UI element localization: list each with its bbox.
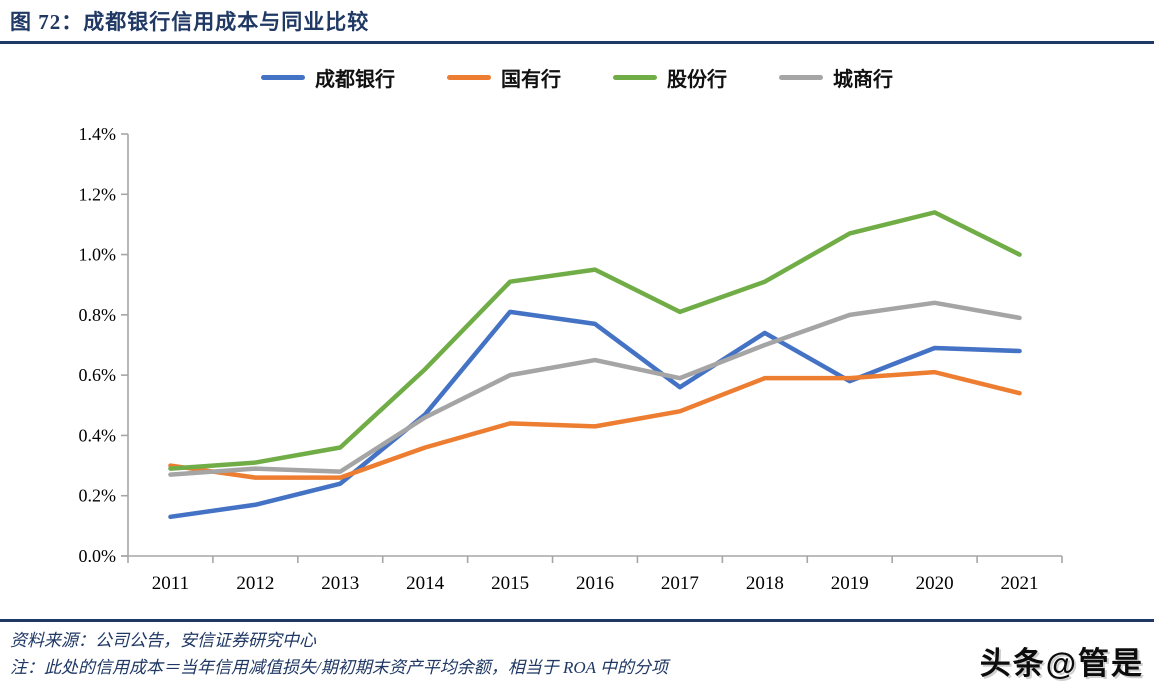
x-tick-label: 2019 [831,573,869,594]
title-divider-line [0,41,1154,44]
x-tick-label: 2014 [406,573,445,594]
chart-legend: 成都银行 国有行 股份行 城商行 [0,62,1154,92]
x-tick-label: 2012 [236,573,274,594]
x-tick-label: 2013 [321,573,359,594]
legend-item-0: 成都银行 [261,63,395,92]
footer-divider-line [0,619,1154,622]
y-tick-label: 1.2% [79,184,117,204]
y-tick-label: 0.2% [79,486,117,506]
footnote: 注：此处的信用成本＝当年信用减值损失/期初期末资产平均余额，相当于 ROA 中的… [10,658,668,677]
x-tick-label: 2018 [746,573,784,594]
legend-line-swatch [447,74,491,80]
x-tick-label: 2017 [661,573,699,594]
legend-line-swatch [613,74,657,80]
source-note: 资料来源：公司公告，安信证券研究中心 [10,631,316,650]
legend-item-2: 股份行 [613,63,727,92]
legend-line-swatch [779,74,823,80]
x-tick-label: 2011 [152,573,189,594]
legend-item-3: 城商行 [779,63,893,92]
legend-item-1: 国有行 [447,63,561,92]
y-tick-label: 0.6% [79,365,117,385]
series-line-1 [168,369,1022,480]
y-tick-label: 0.4% [79,425,117,445]
x-tick-label: 2015 [491,573,529,594]
legend-label: 城商行 [833,68,893,91]
series-line-2 [168,210,1022,471]
legend-label: 国有行 [501,68,561,91]
x-tick-label: 2016 [576,573,614,594]
legend-label: 股份行 [667,68,727,91]
y-tick-label: 0.0% [79,546,117,566]
x-tick-label: 2021 [1001,573,1039,594]
legend-label: 成都银行 [315,68,395,91]
series-line-0 [168,309,1022,520]
y-tick-label: 0.8% [79,305,117,325]
credit-cost-line-chart: 0.0% 0.2% 0.4% 0.6% 0.8% 1.0% 1.2% 1.4% 2011 2012… [79,124,1063,594]
y-tick-label: 1.0% [79,245,117,265]
figure-title: 图 72：成都银行信用成本与同业比较 [10,10,370,34]
watermark: 头条@管是 [979,646,1144,681]
series-line-3 [168,300,1022,477]
y-tick-label: 1.4% [79,124,117,144]
x-tick-label: 2020 [916,573,954,594]
legend-line-swatch [261,74,305,80]
